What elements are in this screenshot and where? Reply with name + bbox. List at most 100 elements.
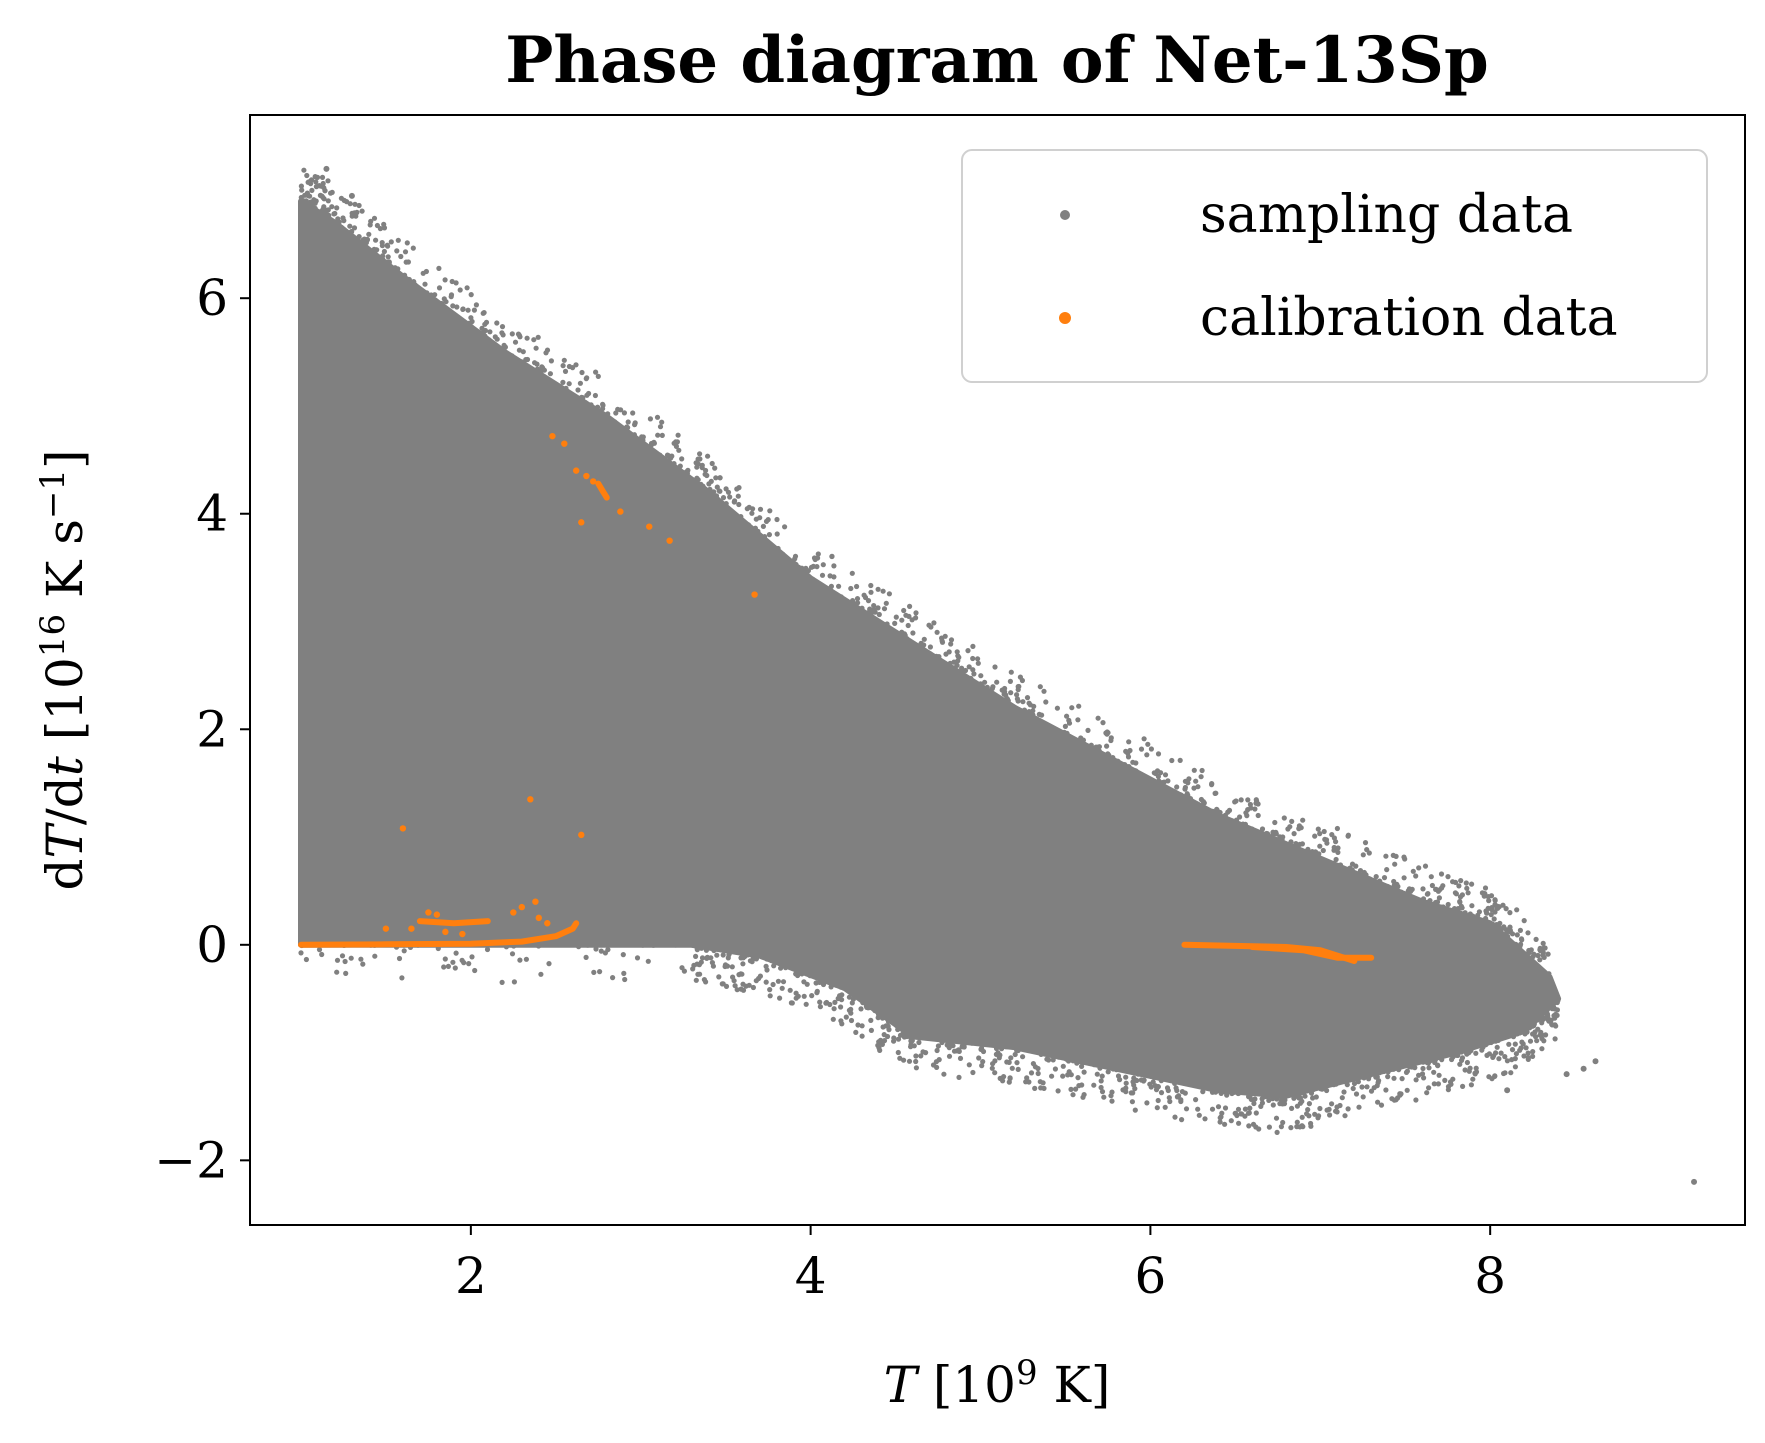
sampling-point bbox=[566, 381, 572, 387]
sampling-point bbox=[1366, 850, 1372, 856]
sampling-point bbox=[799, 565, 805, 571]
sampling-point bbox=[612, 419, 618, 425]
sampling-point bbox=[848, 1010, 854, 1016]
sampling-point bbox=[863, 1003, 870, 1009]
sampling-point bbox=[1108, 737, 1114, 744]
sampling-point bbox=[326, 212, 332, 218]
sampling-point bbox=[316, 947, 323, 953]
sampling-point bbox=[298, 950, 304, 956]
sampling-point bbox=[560, 363, 566, 369]
sampling-point bbox=[1469, 881, 1475, 887]
sampling-point bbox=[763, 518, 770, 525]
sampling-point bbox=[609, 942, 615, 948]
sampling-point bbox=[1328, 860, 1334, 866]
sampling-point bbox=[1525, 1055, 1531, 1061]
sampling-point bbox=[1306, 1101, 1312, 1107]
sampling-point bbox=[1327, 1112, 1333, 1118]
sampling-point bbox=[1005, 698, 1011, 704]
sampling-point bbox=[934, 1047, 940, 1054]
sampling-point bbox=[734, 987, 740, 993]
sampling-point bbox=[1517, 1030, 1523, 1036]
sampling-point bbox=[1015, 698, 1021, 704]
sampling-point bbox=[453, 280, 459, 286]
sampling-point bbox=[1001, 691, 1007, 697]
sampling-point bbox=[936, 1057, 942, 1063]
sampling-point bbox=[1015, 1066, 1021, 1072]
sampling-point bbox=[775, 545, 781, 552]
sampling-point bbox=[1308, 1120, 1314, 1127]
sampling-point bbox=[990, 1061, 996, 1067]
sampling-point bbox=[1342, 1113, 1348, 1119]
sampling-point bbox=[1530, 1053, 1536, 1059]
sampling-point bbox=[1512, 1041, 1518, 1047]
sampling-point bbox=[793, 561, 799, 568]
sampling-point bbox=[689, 942, 695, 948]
sampling-data-band bbox=[301, 858, 573, 945]
sampling-point bbox=[586, 390, 592, 397]
sampling-point bbox=[948, 641, 954, 647]
sampling-point bbox=[1247, 1090, 1253, 1096]
sampling-point bbox=[1274, 1096, 1280, 1102]
sampling-point bbox=[901, 607, 907, 614]
sampling-point bbox=[1200, 1089, 1206, 1095]
sampling-point bbox=[838, 1004, 844, 1010]
sampling-point bbox=[307, 193, 313, 199]
sampling-point bbox=[359, 208, 365, 214]
sampling-point bbox=[916, 1039, 922, 1046]
sampling-point bbox=[1482, 885, 1489, 891]
legend-marker-sampling bbox=[1060, 210, 1070, 220]
sampling-point bbox=[605, 411, 611, 417]
sampling-point bbox=[1535, 952, 1541, 959]
sampling-point bbox=[502, 344, 508, 350]
sampling-point bbox=[398, 253, 404, 260]
sampling-point bbox=[1491, 1053, 1497, 1059]
sampling-point bbox=[1127, 747, 1133, 754]
sampling-point bbox=[766, 532, 773, 538]
plot-frame bbox=[249, 114, 1746, 1226]
sampling-point bbox=[1073, 1086, 1079, 1092]
sampling-point bbox=[348, 955, 354, 961]
sampling-point bbox=[970, 643, 976, 650]
sampling-point bbox=[1132, 1086, 1138, 1092]
sampling-point bbox=[334, 957, 341, 963]
sampling-point bbox=[1522, 1031, 1528, 1037]
sampling-point bbox=[1512, 1064, 1518, 1070]
sampling-point bbox=[1339, 1095, 1345, 1101]
sampling-point bbox=[1383, 853, 1389, 859]
sampling-point bbox=[838, 594, 844, 600]
sampling-point bbox=[1563, 1071, 1570, 1078]
sampling-point bbox=[1068, 1086, 1074, 1092]
sampling-point bbox=[999, 687, 1005, 693]
sampling-point bbox=[512, 339, 519, 345]
sampling-point bbox=[768, 957, 774, 964]
sampling-point bbox=[410, 245, 416, 251]
sampling-point bbox=[1445, 874, 1451, 880]
sampling-point bbox=[884, 1016, 890, 1022]
sampling-point bbox=[1323, 837, 1330, 843]
sampling-point bbox=[347, 223, 353, 229]
sampling-point bbox=[1289, 818, 1295, 825]
sampling-point bbox=[1300, 817, 1306, 823]
sampling-point bbox=[713, 495, 719, 502]
sampling-point bbox=[1226, 807, 1233, 814]
sampling-point bbox=[727, 494, 733, 500]
sampling-point bbox=[946, 649, 952, 655]
sampling-point bbox=[970, 655, 976, 662]
sampling-point bbox=[1079, 1063, 1085, 1069]
sampling-point bbox=[1049, 1073, 1055, 1079]
sampling-point bbox=[364, 236, 370, 242]
sampling-point bbox=[1245, 797, 1251, 803]
sampling-point bbox=[1366, 1076, 1372, 1082]
sampling-point bbox=[1165, 778, 1171, 784]
sampling-point bbox=[1433, 886, 1439, 892]
sampling-point bbox=[1011, 1044, 1017, 1050]
sampling-point bbox=[1101, 752, 1108, 758]
sampling-point bbox=[1282, 840, 1288, 847]
sampling-point bbox=[534, 366, 541, 372]
sampling-point bbox=[1329, 1101, 1335, 1107]
sampling-point bbox=[336, 219, 342, 225]
sampling-point bbox=[1222, 1105, 1229, 1111]
sampling-point bbox=[809, 972, 815, 979]
sampling-point bbox=[588, 942, 595, 948]
sampling-point bbox=[913, 1053, 919, 1059]
